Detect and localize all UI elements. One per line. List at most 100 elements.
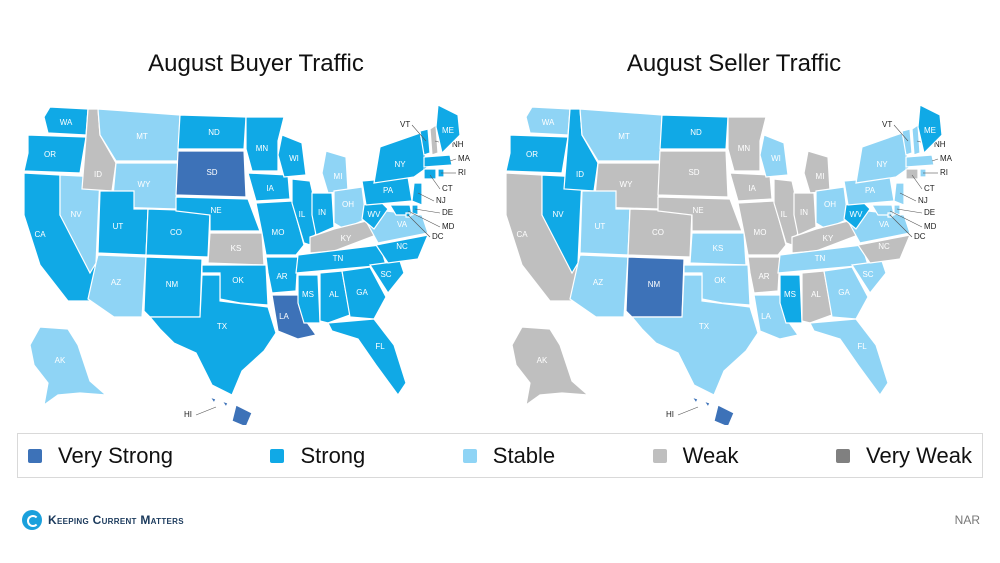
source-credit: NAR — [954, 513, 980, 527]
seller-label-id: ID — [576, 170, 584, 179]
buyer-label-va: VA — [397, 220, 408, 229]
buyer-state-ne — [175, 196, 261, 232]
seller-label-nc: NC — [878, 242, 890, 251]
seller-leader-de — [896, 208, 923, 214]
buyer-label-ct: CT — [442, 184, 453, 193]
seller-state-hi-2 — [713, 404, 735, 425]
legend-label-stable: Stable — [492, 442, 556, 468]
buyer-label-nh: NH — [452, 140, 464, 149]
seller-label-tn: TN — [815, 254, 826, 263]
seller-traffic-map: WA OR CA NV ID MT WY UT AZ CO NM ND SD NE KS OK TX MN IA MO… — [505, 104, 953, 425]
buyer-state-ar — [265, 256, 299, 294]
legend-item-very-weak: Very Weak — [836, 443, 972, 469]
buyer-leader-de — [414, 208, 441, 214]
legend-item-strong: Strong — [270, 443, 365, 469]
seller-state-sd — [657, 150, 729, 198]
seller-label-mt: MT — [618, 132, 630, 141]
buyer-state-nd — [177, 114, 247, 150]
buyer-label-il: IL — [299, 210, 306, 219]
seller-label-tx: TX — [699, 322, 710, 331]
seller-label-nh: NH — [934, 140, 946, 149]
seller-label-sd: SD — [688, 168, 699, 177]
seller-label-ia: IA — [748, 184, 756, 193]
seller-label-mo: MO — [754, 228, 767, 237]
buyer-label-ut: UT — [113, 222, 124, 231]
buyer-state-vt — [419, 128, 431, 156]
seller-label-az: AZ — [593, 278, 603, 287]
buyer-state-sd — [175, 150, 247, 198]
buyer-label-nd: ND — [208, 128, 220, 137]
seller-label-wa: WA — [542, 118, 555, 127]
seller-label-ct: CT — [924, 184, 935, 193]
buyer-label-sc: SC — [380, 270, 391, 279]
buyer-leader-nj — [417, 192, 435, 202]
seller-leader-ma — [931, 158, 939, 162]
seller-state-ny — [855, 132, 911, 184]
seller-label-ny: NY — [876, 160, 888, 169]
seller-label-co: CO — [652, 228, 664, 237]
buyer-label-oh: OH — [342, 200, 354, 209]
buyer-label-ny: NY — [394, 160, 406, 169]
seller-state-de — [893, 204, 901, 216]
seller-state-ia — [729, 172, 773, 202]
seller-label-ga: GA — [838, 288, 850, 297]
buyer-state-ga — [341, 266, 387, 320]
seller-map-title: August Seller Traffic — [626, 50, 842, 77]
seller-state-wi — [759, 134, 789, 178]
buyer-state-al — [319, 270, 351, 324]
buyer-state-ny — [373, 132, 429, 184]
buyer-state-ak — [29, 326, 108, 407]
buyer-state-in — [311, 192, 335, 236]
buyer-label-co: CO — [170, 228, 182, 237]
seller-leader-dc — [889, 214, 913, 238]
seller-label-de: DE — [924, 208, 935, 217]
buyer-traffic-map: WA OR CA NV ID MT WY UT AZ CO NM ND SD NE KS OK TX MN IA MO… — [23, 104, 471, 425]
buyer-leader-md — [407, 210, 441, 228]
legend-item-stable: Stable — [462, 442, 556, 469]
legend-label-very-weak: Very Weak — [866, 442, 972, 468]
seller-state-ga — [823, 266, 869, 320]
buyer-label-mi: MI — [334, 172, 343, 181]
seller-leader-nj — [899, 192, 917, 202]
seller-label-il: IL — [781, 210, 788, 219]
buyer-state-hi-2 — [231, 404, 253, 425]
seller-state-ak — [511, 326, 590, 407]
seller-state-nd — [659, 114, 729, 150]
buyer-label-ky: KY — [341, 234, 352, 243]
seller-state-ct — [905, 168, 919, 180]
seller-label-nv: NV — [552, 210, 564, 219]
buyer-leader-dc — [407, 214, 431, 238]
seller-label-md: MD — [924, 222, 937, 231]
seller-state-hi — [690, 395, 699, 405]
buyer-leader-ct — [429, 174, 441, 190]
buyer-label-ne: NE — [210, 206, 221, 215]
seller-label-ma: MA — [940, 154, 953, 163]
seller-state-al — [801, 270, 833, 324]
buyer-leader-ma — [449, 158, 457, 162]
seller-state-vt — [901, 128, 913, 156]
seller-state-wa — [525, 106, 571, 136]
buyer-label-mn: MN — [256, 144, 269, 153]
buyer-state-mn — [245, 116, 285, 172]
seller-state-or — [505, 134, 569, 174]
buyer-state-fl — [327, 318, 407, 397]
buyer-label-wy: WY — [138, 180, 152, 189]
seller-state-me — [917, 104, 943, 155]
buyer-label-hi: HI — [184, 410, 192, 419]
buyer-label-ak: AK — [55, 356, 66, 365]
buyer-label-nj: NJ — [436, 196, 446, 205]
seller-state-mn — [727, 116, 767, 172]
buyer-label-ks: KS — [231, 244, 242, 253]
seller-label-ms: MS — [784, 290, 796, 299]
buyer-state-or — [23, 134, 87, 174]
buyer-label-ga: GA — [356, 288, 368, 297]
seller-state-hi-1 — [702, 399, 711, 409]
seller-label-va: VA — [879, 220, 890, 229]
buyer-state-wi — [277, 134, 307, 178]
seller-state-ar — [747, 256, 781, 294]
seller-leader-hi — [677, 406, 699, 416]
buyer-label-ma: MA — [458, 154, 471, 163]
buyer-state-hi-1 — [220, 399, 229, 409]
buyer-label-id: ID — [94, 170, 102, 179]
buyer-state-tx — [148, 274, 277, 396]
